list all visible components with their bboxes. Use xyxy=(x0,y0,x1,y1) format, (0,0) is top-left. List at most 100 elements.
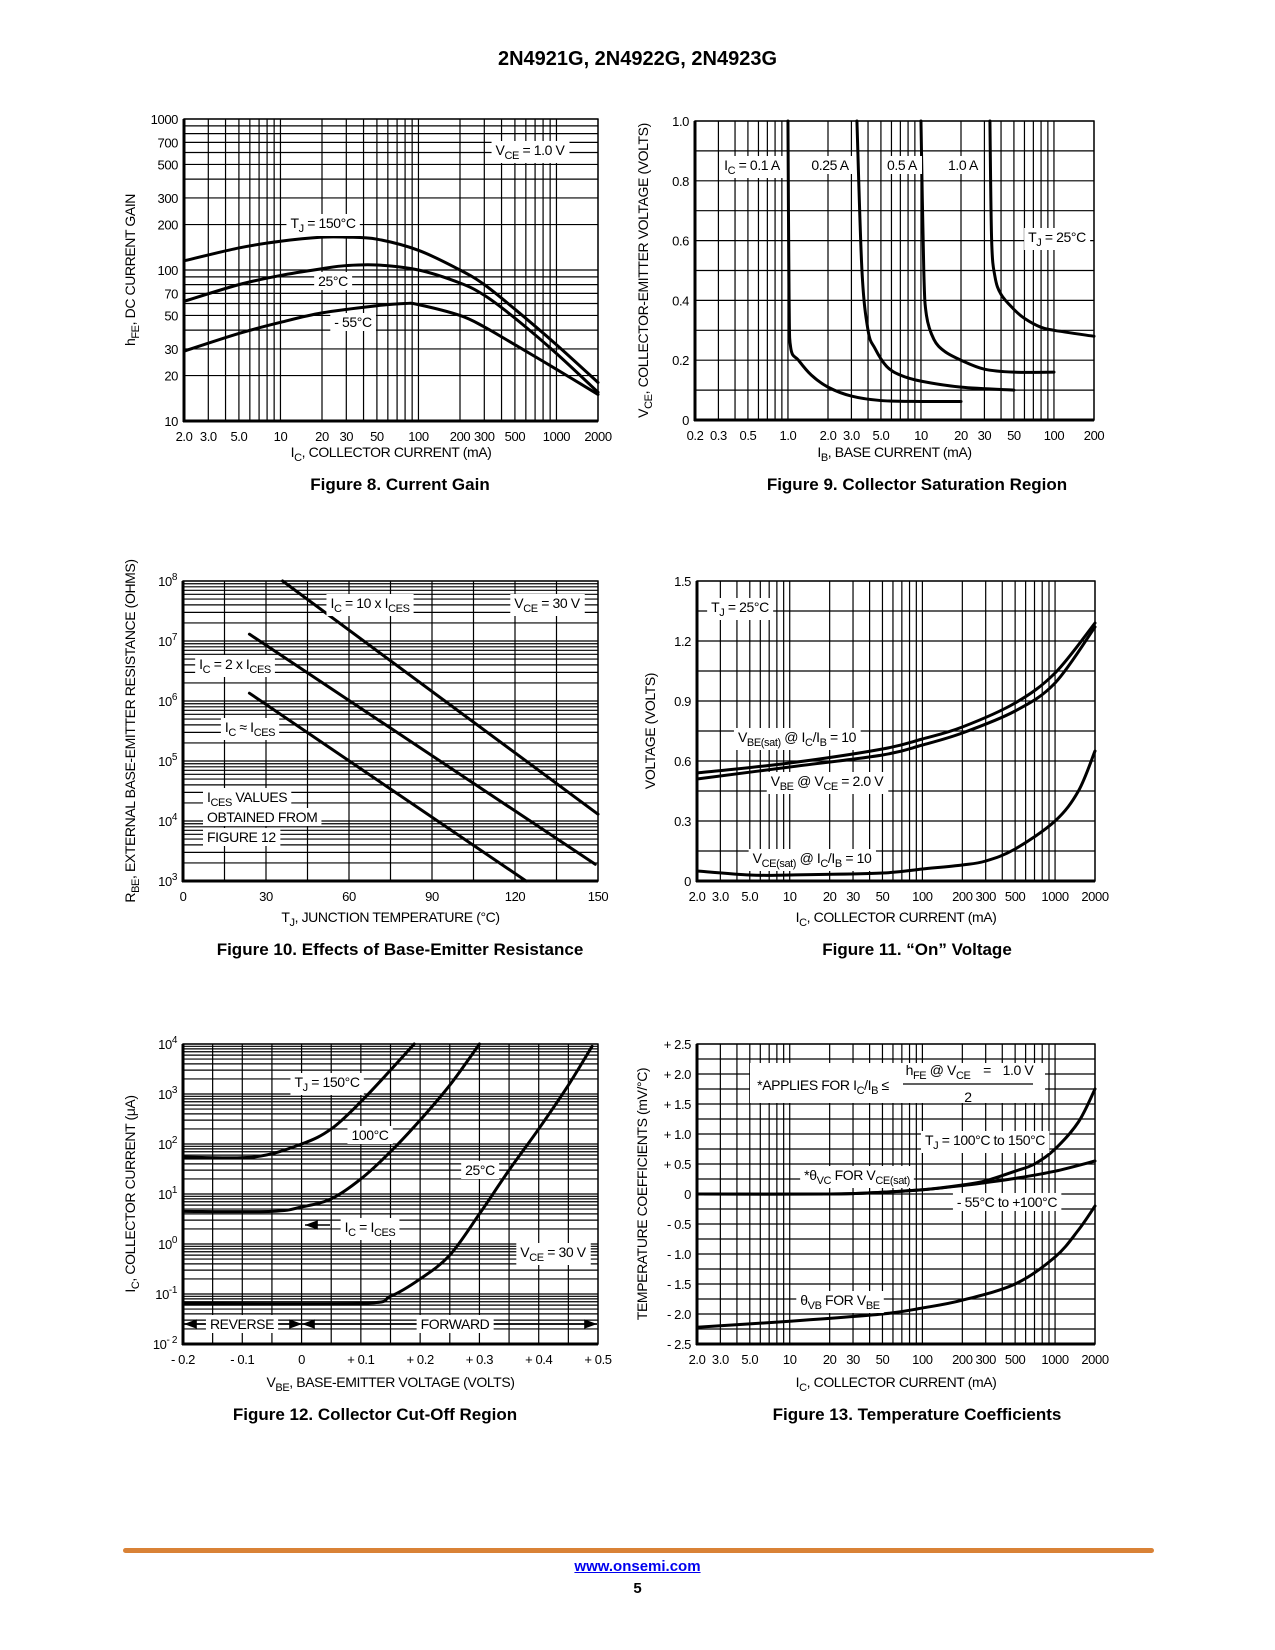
annotation-4-text: FORWARD xyxy=(421,1316,490,1332)
x-tick-label: 100 xyxy=(408,429,429,444)
y-tick-label: 10-1 xyxy=(155,1285,178,1302)
x-tick-label: 0.5 xyxy=(739,428,756,443)
chart-fig11: 2.0 3.0 5.0 10 20 30 50 100 200 300 500 1000 2000 0 0.… xyxy=(642,574,1109,959)
x-tick-label: 2.0 xyxy=(820,428,837,443)
x-tick-label: 2000 xyxy=(1081,1352,1108,1367)
x-tick-label: 3.0 xyxy=(843,428,860,443)
y-tick-label: 0.2 xyxy=(672,353,689,368)
x-tick-label: 10 xyxy=(783,889,797,904)
y-tick-label: 500 xyxy=(158,157,179,172)
y-tick-label: 104 xyxy=(158,812,178,829)
y-tick-label: 105 xyxy=(158,752,178,769)
website-link[interactable]: www.onsemi.com xyxy=(574,1558,701,1575)
x-tick-label: - 0.1 xyxy=(230,1352,254,1367)
series-label-1-text: TJ = 100°C to 150°C xyxy=(925,1132,1045,1152)
x-tick-label: 10 xyxy=(274,429,288,444)
x-tick-label: 1.0 xyxy=(780,428,797,443)
series-line-2 xyxy=(181,1042,481,1214)
figure-caption: Figure 13. Temperature Coefficients xyxy=(773,1405,1062,1424)
annotation-2-text: *APPLIES FOR IC/IB ≤ xyxy=(757,1077,889,1097)
y-tick-label: 0 xyxy=(682,413,689,428)
series-label-2-text: VBE @ VCE = 2.0 V xyxy=(771,773,885,793)
series-label-2-text: - 55°C to +100°C xyxy=(957,1194,1057,1210)
y-tick-label: 100 xyxy=(158,263,179,278)
annotation-1: *θVC FOR VCE(sat) xyxy=(800,1166,914,1188)
y-tick-label: 108 xyxy=(158,572,178,589)
series-line-3 xyxy=(247,691,528,883)
footer-divider xyxy=(123,1548,1154,1553)
annotation-5: 1.0 V xyxy=(1003,1062,1035,1078)
x-tick-label: 30 xyxy=(339,429,353,444)
x-tick-label: 200 xyxy=(952,1352,973,1367)
x-tick-label: 0.3 xyxy=(710,428,727,443)
annotation-3-text: hFE @ VCE xyxy=(906,1062,971,1082)
annotation-1: VCE = 1.0 V xyxy=(491,141,570,163)
series-label-2: VBE @ VCE = 2.0 V xyxy=(766,772,889,794)
x-tick-label: 10 xyxy=(783,1352,797,1367)
series-label-1: IC = 10 x ICES xyxy=(326,594,414,616)
x-tick-label: + 0.3 xyxy=(466,1352,493,1367)
series-label-2-text: 0.25 A xyxy=(811,157,849,173)
y-tick-label: 10- 2 xyxy=(153,1335,178,1352)
chart-fig8: 2.0 3.0 5.0 10 20 30 50 100 200 300 500 1000 2000102… xyxy=(122,112,612,494)
series-label-2-text: 25°C xyxy=(318,273,348,289)
x-tick-label: 10 xyxy=(914,428,928,443)
annotation-1: TJ = 25°C xyxy=(1024,228,1091,250)
x-tick-label: 30 xyxy=(846,1352,860,1367)
series-label-3-text: 0.5 A xyxy=(887,157,918,173)
series-label-3-text: IC ≈ ICES xyxy=(225,719,275,739)
annotation-2-text: ICES VALUES xyxy=(207,789,287,809)
x-tick-label: 20 xyxy=(823,889,837,904)
x-tick-label: 300 xyxy=(975,889,996,904)
x-tick-label: 100 xyxy=(1044,428,1065,443)
y-tick-label: - 1.0 xyxy=(667,1247,691,1262)
annotation-2: VCE = 30 V xyxy=(516,1243,591,1265)
y-tick-label: 70 xyxy=(164,286,178,301)
chart-fig13: 2.0 3.0 5.0 10 20 30 50 100 200 300 500 1000 2000- 2… xyxy=(634,1037,1109,1424)
x-axis-label: IB, BASE CURRENT (mA) xyxy=(817,444,971,464)
y-tick-label: 101 xyxy=(158,1185,178,1202)
annotation-1: TJ = 25°C xyxy=(707,598,774,620)
series-line-2 xyxy=(247,632,597,866)
y-axis-label: VCE, COLLECTOR-EMITTER VOLTAGE (VOLTS) xyxy=(635,123,655,418)
series-line-4 xyxy=(988,119,1096,338)
x-tick-label: 500 xyxy=(505,429,526,444)
x-tick-label: 60 xyxy=(342,889,356,904)
series-label-2: 25°C xyxy=(314,272,353,290)
series-label-1-text: IC = 10 x ICES xyxy=(330,595,409,615)
y-tick-label: + 1.5 xyxy=(664,1097,691,1112)
series-label-2-text: 100°C xyxy=(351,1127,388,1143)
annotation-2: ICES VALUES xyxy=(203,788,292,810)
x-tick-label: 1000 xyxy=(1041,889,1068,904)
y-tick-label: - 1.5 xyxy=(667,1277,691,1292)
series-line-2 xyxy=(855,119,1016,392)
chart-fig9: 0.2 0.3 0.5 1.0 2.0 3.0 5.0 10 20 30 50 100 20000.20… xyxy=(635,114,1105,494)
series-line-1 xyxy=(182,235,600,384)
x-tick-label: 50 xyxy=(370,429,384,444)
y-axis-label: TEMPERATURE COEFFICIENTS (mV/°C) xyxy=(634,1068,650,1320)
x-tick-label: 1000 xyxy=(1041,1352,1068,1367)
x-tick-label: 2.0 xyxy=(689,1352,706,1367)
y-tick-label: 20 xyxy=(164,369,178,384)
x-axis-label: TJ, JUNCTION TEMPERATURE (°C) xyxy=(281,909,499,929)
y-tick-label: + 0.5 xyxy=(664,1157,691,1172)
x-tick-label: 50 xyxy=(1007,428,1021,443)
y-tick-label: 700 xyxy=(158,135,179,150)
y-tick-label: 0.9 xyxy=(674,694,691,709)
annotation-3-text: REVERSE xyxy=(210,1316,274,1332)
series-label-4-text: 1.0 A xyxy=(948,157,979,173)
series-line-3 xyxy=(919,119,1056,374)
x-tick-label: 500 xyxy=(1005,889,1026,904)
x-tick-label: 3.0 xyxy=(712,889,729,904)
annotation-5-text: 1.0 V xyxy=(1003,1062,1035,1078)
series-line-3 xyxy=(695,1204,1097,1329)
annotation-4: FORWARD xyxy=(416,1315,494,1333)
series-line-2 xyxy=(182,263,600,394)
x-axis-label: IC, COLLECTOR CURRENT (mA) xyxy=(796,1374,997,1394)
y-tick-label: 1000 xyxy=(151,112,178,127)
y-axis-label: VOLTAGE (VOLTS) xyxy=(642,673,658,789)
series-line-2 xyxy=(695,625,1097,781)
series-label-4: 1.0 A xyxy=(944,156,984,174)
series-label-3: - 55°C xyxy=(330,313,377,331)
